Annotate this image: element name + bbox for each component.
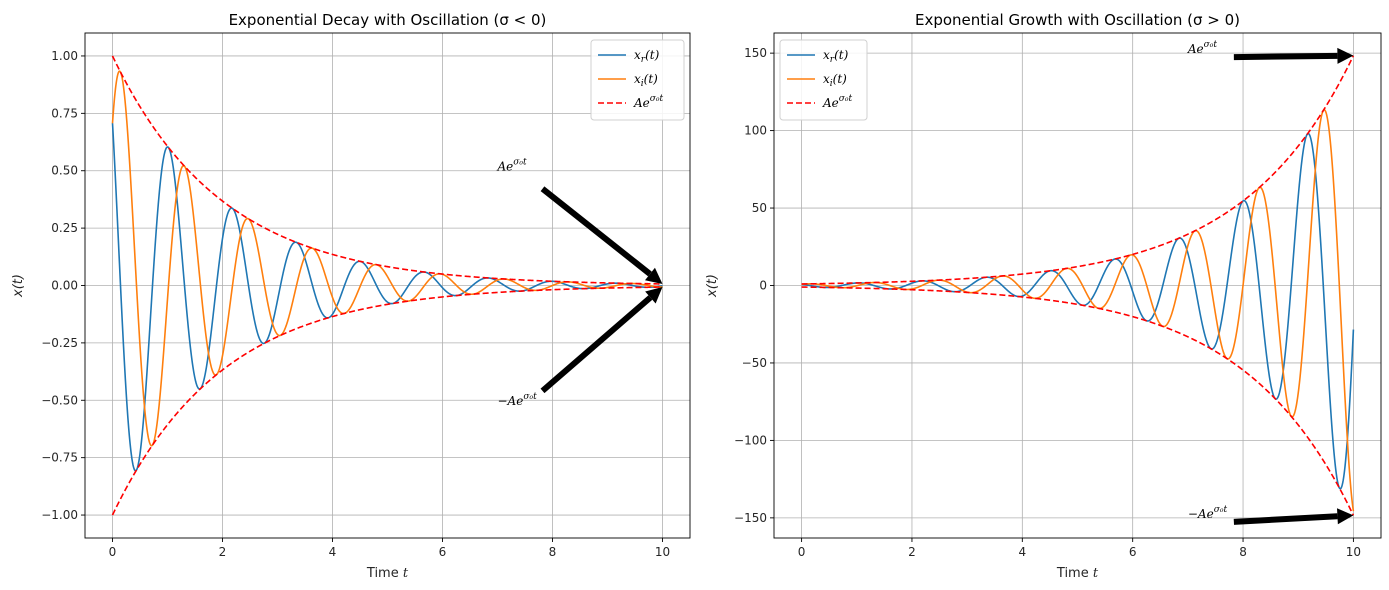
annotation-arrow-head [645, 287, 663, 304]
y-tick-label: −50 [742, 356, 767, 370]
x-tick-label: 8 [1239, 545, 1247, 559]
legend-label: xi(t) [634, 72, 658, 89]
y-tick-label: −100 [734, 433, 767, 447]
legend: xr(t) xi(t) Aeσ₀t [779, 39, 868, 121]
y-tick-label: 100 [744, 124, 767, 138]
series-line-envelope-neg [801, 286, 1355, 516]
y-tick-label: −0.50 [41, 393, 78, 407]
legend-label: xr(t) [823, 48, 849, 65]
x-axis-label: Time t [1056, 566, 1099, 581]
annotation-arrow-shaft [540, 295, 653, 394]
y-tick-label: 150 [744, 46, 767, 60]
annotation-arrow-shaft [540, 186, 652, 277]
annotation-label: Aeσ₀t [1187, 40, 1218, 56]
chart-title: Exponential Decay with Oscillation (σ < … [229, 11, 547, 29]
annotation-label: −Aeσ₀t [1188, 505, 1228, 521]
y-axis-label: x(t) [11, 274, 26, 298]
x-tick-label: 2 [219, 545, 227, 559]
x-tick-label: 4 [1018, 545, 1026, 559]
x-tick-label: 2 [908, 545, 916, 559]
x-tick-label: 0 [798, 545, 806, 559]
legend: xr(t) xi(t) Aeσ₀t [590, 39, 685, 121]
annotation-arrow-shaft [1233, 513, 1338, 525]
y-tick-label: 0.50 [51, 164, 78, 178]
y-tick-label: 0.75 [51, 106, 78, 120]
annotation-arrow-head [644, 267, 663, 284]
y-tick-label: 50 [752, 201, 767, 215]
y-tick-label: −150 [734, 511, 767, 525]
y-tick-label: 0.25 [51, 221, 78, 235]
plot-area [801, 55, 1355, 516]
annotation-arrow-shaft [1233, 52, 1338, 61]
annotation-arrow-head [1337, 47, 1354, 64]
y-tick-label: −0.75 [41, 451, 78, 465]
annotation-arrow-head [1336, 508, 1354, 525]
x-tick-label: 6 [439, 545, 447, 559]
x-tick-label: 6 [1129, 545, 1137, 559]
series-line-envelope [801, 55, 1355, 285]
legend-label: Aeσ₀t [633, 94, 664, 110]
chart-panel-2: 0 2 4 6 8 10 −150 −100 −50 0 50 100 150 Time t x(t) Exp… [705, 11, 1382, 581]
x-tick-label: 10 [655, 545, 670, 559]
annotation-label: −Aeσ₀t [498, 392, 538, 408]
x-tick-label: 10 [1346, 545, 1361, 559]
series-line-sin [801, 108, 1355, 512]
annotation-label: Aeσ₀t [497, 158, 528, 174]
series-line-sin [111, 70, 663, 447]
y-tick-label: 0.00 [51, 279, 78, 293]
legend-box [590, 39, 685, 121]
series-line-envelope [111, 55, 663, 285]
x-tick-label: 0 [109, 545, 117, 559]
y-tick-label: 0 [759, 279, 767, 293]
y-tick-label: −1.00 [41, 508, 78, 522]
series-line-cos [801, 132, 1355, 490]
x-tick-label: 8 [549, 545, 557, 559]
y-tick-label: −0.25 [41, 336, 78, 350]
legend-box [779, 39, 868, 121]
x-axis-label: Time t [366, 566, 409, 581]
series-line-cos [111, 123, 663, 472]
series-line-envelope-neg [111, 286, 663, 516]
plot-area [111, 55, 663, 516]
x-tick-label: 4 [329, 545, 337, 559]
legend-label: xr(t) [634, 48, 660, 65]
chart-panel-1: 0 2 4 6 8 10 −1.00 −0.75 −0.50 −0.25 0.00 0.25 0.50 0… [11, 11, 691, 581]
chart-title: Exponential Growth with Oscillation (σ >… [915, 11, 1240, 29]
legend-label: xi(t) [823, 72, 847, 89]
y-tick-label: 1.00 [51, 49, 78, 63]
y-axis-label: x(t) [705, 274, 720, 298]
legend-label: Aeσ₀t [822, 94, 853, 110]
